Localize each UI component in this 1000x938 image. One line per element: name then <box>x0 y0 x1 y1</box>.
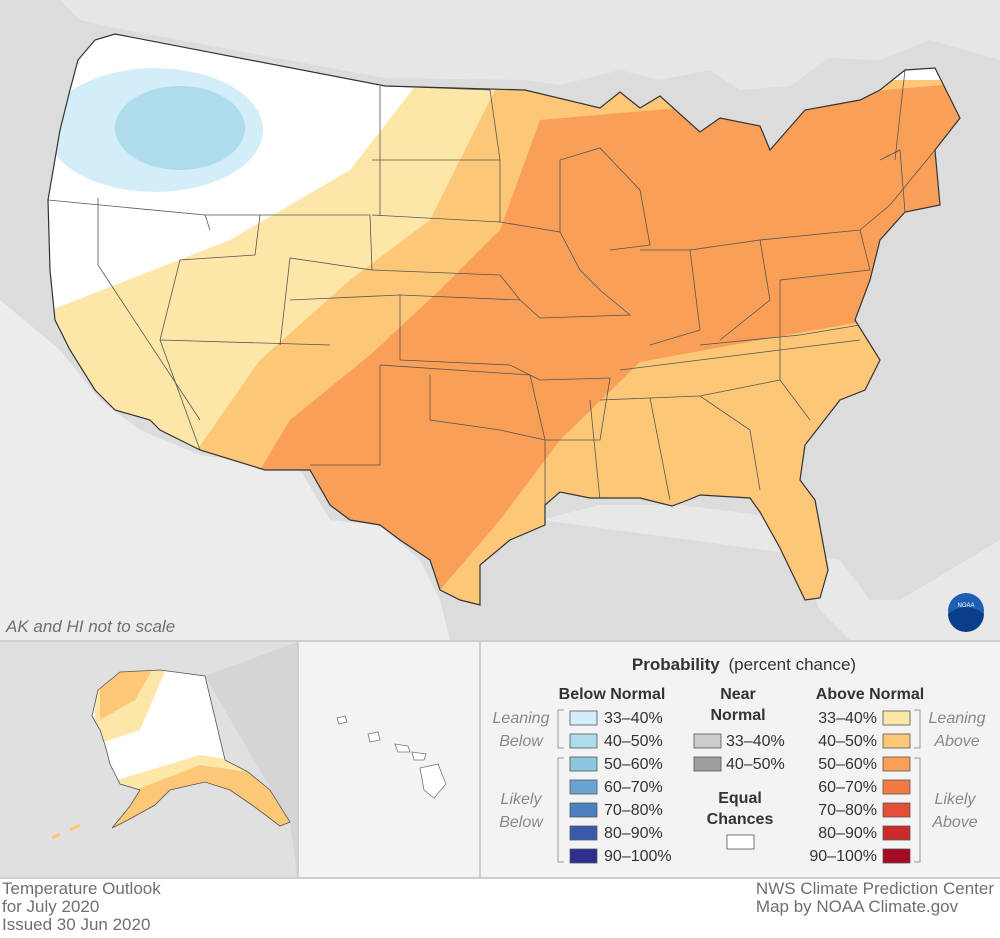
above-label-4: 70–80% <box>818 802 877 819</box>
below-label-2: 50–60% <box>604 756 663 773</box>
footer-period: for July 2020 <box>2 897 100 916</box>
likely-below-label-2: Below <box>499 814 544 831</box>
svg-text:NOAA: NOAA <box>957 603 974 609</box>
near-normal-heading-line2: Normal <box>710 707 765 724</box>
likely-below-label-1: Likely <box>501 791 543 808</box>
below-swatch-4 <box>569 802 598 818</box>
legend: Probability (percent chance) Below Norma… <box>481 642 1000 877</box>
leaning-above-label-2: Above <box>933 733 979 750</box>
footer-left: Temperature Outlook for July 2020 Issued… <box>2 880 161 934</box>
footer-title: Temperature Outlook <box>2 879 161 898</box>
footer-right: NWS Climate Prediction Center Map by NOA… <box>756 880 994 916</box>
below-label-6: 90–100% <box>604 848 672 865</box>
near-swatch-1 <box>693 756 722 772</box>
below-normal-heading: Below Normal <box>559 686 666 703</box>
above-swatch-5 <box>882 825 911 841</box>
below-label-4: 70–80% <box>604 802 663 819</box>
below-swatch-5 <box>569 825 598 841</box>
below-label-1: 40–50% <box>604 733 663 750</box>
above-label-2: 50–60% <box>818 756 877 773</box>
equal-chances-swatch <box>726 834 755 850</box>
equal-chances-line1: Equal <box>718 790 762 807</box>
above-swatch-6 <box>882 848 911 864</box>
leaning-below-label-1: Leaning <box>493 710 550 727</box>
equal-chances-line2: Chances <box>707 811 774 828</box>
below-swatch-2 <box>569 756 598 772</box>
near-label-1: 40–50% <box>726 756 785 773</box>
legend-title: Probability <box>632 655 720 674</box>
footer-credit-1: NWS Climate Prediction Center <box>755 879 994 898</box>
below-label-5: 80–90% <box>604 825 663 842</box>
above-swatch-0 <box>882 710 911 726</box>
above-swatch-3 <box>882 779 911 795</box>
near-swatch-0 <box>693 733 722 749</box>
below-label-3: 60–70% <box>604 779 663 796</box>
alaska-inset <box>0 642 297 877</box>
footer-issued: Issued 30 Jun 2020 <box>2 915 151 934</box>
above-label-5: 80–90% <box>818 825 877 842</box>
leaning-below-label-2: Below <box>499 733 544 750</box>
below-swatch-3 <box>569 779 598 795</box>
above-label-1: 40–50% <box>818 733 877 750</box>
above-label-6: 90–100% <box>809 848 877 865</box>
above-label-0: 33–40% <box>818 710 877 727</box>
below-swatch-1 <box>569 733 598 749</box>
legend-subtitle: (percent chance) <box>729 655 857 674</box>
leaning-above-label-1: Leaning <box>929 710 986 727</box>
below-swatch-0 <box>569 710 598 726</box>
near-normal-heading-line1: Near <box>720 686 756 703</box>
above-swatch-2 <box>882 756 911 772</box>
below-swatch-6 <box>569 848 598 864</box>
svg-text:Probability (percent cha: Probability (percent chance) <box>632 655 856 674</box>
above-label-3: 60–70% <box>818 779 877 796</box>
below-label-0: 33–40% <box>604 710 663 727</box>
above-swatch-1 <box>882 733 911 749</box>
noaa-logo-icon: NOAA <box>948 593 984 632</box>
likely-above-label-2: Above <box>931 814 977 831</box>
hawaii-inset <box>299 642 479 877</box>
above-normal-heading: Above Normal <box>816 686 924 703</box>
likely-above-label-1: Likely <box>935 791 977 808</box>
above-swatch-4 <box>882 802 911 818</box>
near-label-0: 33–40% <box>726 733 785 750</box>
scale-note: AK and HI not to scale <box>5 617 175 636</box>
footer-credit-2: Map by NOAA Climate.gov <box>755 897 959 916</box>
